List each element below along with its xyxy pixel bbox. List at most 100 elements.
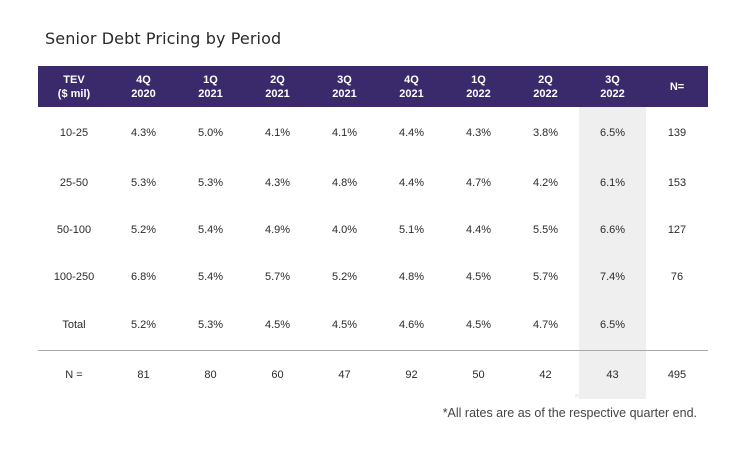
table-cell: 4.1% — [331, 127, 358, 139]
table-cell — [646, 300, 708, 351]
table-cell: 5.3% — [197, 176, 224, 189]
column-header: TEV ($ mil) — [38, 66, 110, 107]
column-header: 4Q 2020 — [110, 66, 177, 107]
table-cell: 81 — [110, 350, 177, 399]
column-header: 2Q 2021 — [244, 66, 311, 107]
column-header-line1: 2Q — [270, 73, 285, 86]
column-header-line1: 3Q — [337, 73, 352, 86]
column-header-line2: 2021 — [265, 87, 290, 100]
table-cell: 3.8% — [532, 127, 559, 139]
table-cell: 6.5% — [579, 300, 646, 351]
column-header: 3Q 2022 — [579, 66, 646, 107]
table-cell: 4.4% — [398, 176, 425, 189]
table-cell: 42 — [512, 350, 579, 399]
table-cell: 5.4% — [197, 223, 224, 236]
table-cell: 4.6% — [398, 319, 425, 331]
table-cell: 4.5% — [465, 270, 492, 283]
column-header-line1: 4Q — [404, 73, 419, 86]
table-cell: 4.2% — [532, 176, 559, 189]
table-cell: 5.3% — [130, 176, 157, 189]
table-cell: 4.4% — [465, 223, 492, 236]
table-row: Total 5.2% 5.3% 4.5% 4.5% 4.6% 4.5% 4.7% 6.5% — [38, 300, 708, 351]
table-cell: 4.7% — [465, 176, 492, 189]
table-cell: 50 — [445, 350, 512, 399]
table-cell: 153 — [667, 176, 687, 189]
column-header-line2: 2021 — [399, 87, 424, 100]
table-cell: 5.1% — [398, 223, 425, 236]
table-cell: 495 — [646, 350, 708, 399]
table-cell: 43 — [579, 350, 646, 399]
column-header-line2: 2021 — [198, 87, 223, 100]
table-cell: 5.7% — [264, 270, 291, 283]
column-header-line2: 2022 — [466, 87, 491, 100]
column-header-line1: 1Q — [471, 73, 486, 86]
row-label: 50-100 — [56, 223, 92, 236]
table-cell: 5.4% — [197, 270, 224, 283]
table-cell: 5.2% — [130, 319, 157, 331]
column-header: N= — [646, 66, 708, 107]
table-cell: 5.5% — [532, 223, 559, 236]
table-cell: 4.3% — [264, 176, 291, 189]
column-header-line2: 2022 — [600, 87, 625, 100]
column-header: 1Q 2021 — [177, 66, 244, 107]
row-label: N = — [38, 350, 110, 399]
table-cell: 7.4% — [579, 253, 646, 300]
table-row: 50-100 5.2% 5.4% 4.9% 4.0% 5.1% 4.4% 5.5% 6.6% 12… — [38, 206, 708, 253]
table-cell: 80 — [177, 350, 244, 399]
row-label: Total — [62, 319, 86, 331]
pricing-table-container: TEV ($ mil) 4Q 2020 1Q 2021 2Q 2021 3Q 2021 4Q 2021… — [38, 66, 708, 399]
table-cell: 4.5% — [331, 319, 358, 331]
pricing-table: TEV ($ mil) 4Q 2020 1Q 2021 2Q 2021 3Q 2021 4Q 2021… — [38, 66, 708, 399]
table-cell: 4.5% — [465, 319, 492, 331]
column-header-line1: 4Q — [136, 73, 151, 86]
chart-title: Senior Debt Pricing by Period — [45, 29, 282, 48]
column-header-line1: TEV — [63, 73, 85, 86]
column-header-line1: 2Q — [538, 73, 553, 86]
column-header: 2Q 2022 — [512, 66, 579, 107]
table-cell: 6.8% — [130, 270, 157, 283]
table-cell: 4.8% — [398, 270, 425, 283]
table-cell: 5.0% — [197, 127, 224, 139]
header-row: TEV ($ mil) 4Q 2020 1Q 2021 2Q 2021 3Q 2021 4Q 2021… — [38, 66, 708, 107]
table-row: 25-50 5.3% 5.3% 4.3% 4.8% 4.4% 4.7% 4.2% 6.1% 153 — [38, 159, 708, 206]
table-cell: 6.5% — [579, 107, 646, 159]
column-header-line2: 2022 — [533, 87, 558, 100]
column-header-line1: 3Q — [605, 73, 620, 86]
column-header-line1: 1Q — [203, 73, 218, 86]
table-cell: 4.1% — [264, 127, 291, 139]
table-cell: 127 — [667, 223, 687, 236]
table-cell: 4.3% — [465, 127, 492, 139]
footnote: *All rates are as of the respective quar… — [442, 406, 697, 420]
table-cell: 4.0% — [331, 223, 358, 236]
column-header-line2: 2020 — [131, 87, 156, 100]
table-cell: 47 — [311, 350, 378, 399]
column-header: 1Q 2022 — [445, 66, 512, 107]
table-cell: 60 — [244, 350, 311, 399]
table-row: 100-250 6.8% 5.4% 5.7% 5.2% 4.8% 4.5% 5.7% 7.4% 7… — [38, 253, 708, 300]
table-row: 10-25 4.3% 5.0% 4.1% 4.1% 4.4% 4.3% 3.8% 6.5% 139 — [38, 107, 708, 159]
table-cell: 4.4% — [398, 127, 425, 139]
highlight-column-tail — [575, 394, 642, 397]
table-cell: 6.1% — [579, 159, 646, 206]
column-header-line1: N= — [669, 80, 685, 93]
table-cell: 4.3% — [130, 127, 157, 139]
column-header-line2: ($ mil) — [57, 87, 91, 100]
table-row: N = 81 80 60 47 92 50 42 43 495 — [38, 350, 708, 399]
table-cell: 4.9% — [264, 223, 291, 236]
table-cell: 6.6% — [579, 206, 646, 253]
table-cell: 139 — [667, 127, 687, 139]
row-label: 25-50 — [59, 176, 89, 189]
row-label: 100-250 — [53, 270, 95, 283]
table-cell: 76 — [670, 270, 684, 283]
table-cell: 5.7% — [532, 270, 559, 283]
column-header: 4Q 2021 — [378, 66, 445, 107]
table-cell: 4.5% — [264, 319, 291, 331]
table-cell: 4.7% — [532, 319, 559, 331]
table-cell: 5.2% — [130, 223, 157, 236]
table-cell: 92 — [378, 350, 445, 399]
table-body: 10-25 4.3% 5.0% 4.1% 4.1% 4.4% 4.3% 3.8% 6.5% 139… — [38, 107, 708, 399]
table-cell: 5.2% — [331, 270, 358, 283]
table-cell: 4.8% — [331, 176, 358, 189]
row-label: 10-25 — [59, 127, 89, 139]
column-header: 3Q 2021 — [311, 66, 378, 107]
